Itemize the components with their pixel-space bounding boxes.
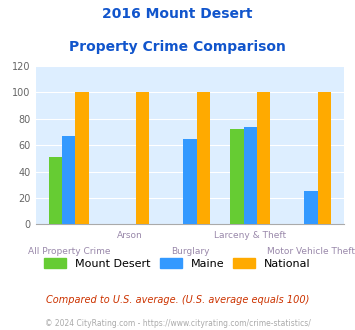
Bar — [183, 139, 197, 224]
Bar — [49, 157, 62, 224]
Bar — [304, 191, 318, 224]
Text: All Property Crime: All Property Crime — [28, 248, 110, 256]
Bar — [318, 92, 331, 224]
Bar — [257, 92, 271, 224]
Text: 2016 Mount Desert: 2016 Mount Desert — [102, 7, 253, 20]
Text: Burglary: Burglary — [171, 248, 209, 256]
Legend: Mount Desert, Maine, National: Mount Desert, Maine, National — [40, 254, 315, 273]
Text: © 2024 CityRating.com - https://www.cityrating.com/crime-statistics/: © 2024 CityRating.com - https://www.city… — [45, 319, 310, 328]
Bar — [230, 129, 244, 224]
Bar — [76, 92, 89, 224]
Text: Compared to U.S. average. (U.S. average equals 100): Compared to U.S. average. (U.S. average … — [46, 295, 309, 305]
Bar — [62, 136, 76, 224]
Bar — [244, 127, 257, 224]
Bar — [136, 92, 149, 224]
Bar — [197, 92, 210, 224]
Text: Arson: Arson — [116, 231, 142, 240]
Text: Larceny & Theft: Larceny & Theft — [214, 231, 286, 240]
Text: Motor Vehicle Theft: Motor Vehicle Theft — [267, 248, 355, 256]
Text: Property Crime Comparison: Property Crime Comparison — [69, 40, 286, 53]
